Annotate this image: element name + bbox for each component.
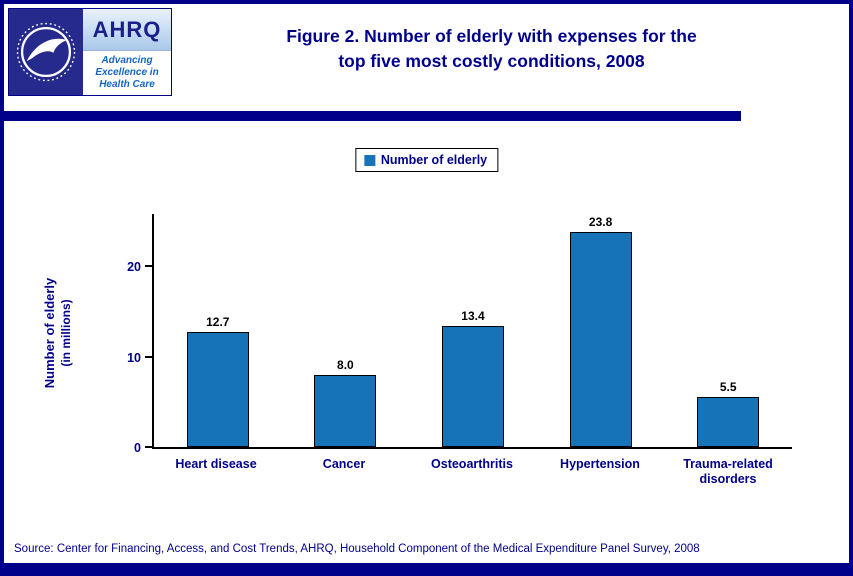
y-tick [145,265,152,268]
hhs-logo [9,9,83,95]
hhs-seal-icon [16,22,76,82]
bar-group: 12.7 [154,315,282,447]
figure-title: Figure 2. Number of elderly with expense… [174,24,809,74]
x-axis-labels: Heart disease Cancer Osteoarthritis Hyperte… [152,457,792,487]
figure-title-line1: Figure 2. Number of elderly with expense… [286,26,697,46]
ahrq-logo-banner: AHRQ [83,9,171,51]
ahrq-tagline-line2: Excellence in [95,67,159,78]
bar [441,325,504,447]
ahrq-logo-text: AHRQ [92,16,162,42]
ahrq-tagline-line3: Health Care [99,79,155,90]
x-axis-label: Cancer [322,457,366,471]
bar [569,231,632,447]
bar [186,332,249,447]
logo-block: AHRQ Advancing Excellence in Health Care [8,8,172,96]
y-tick-label: 10 [127,350,141,365]
legend: Number of elderly [354,148,499,172]
y-tick [145,355,152,358]
figure-title-line2: top five most costly conditions, 2008 [338,51,645,71]
x-axis-label: Trauma-related disorders [683,457,773,486]
bar-value-label: 13.4 [461,308,485,323]
bar-group: 23.8 [537,215,665,447]
y-tick-label: 20 [127,260,141,275]
ahrq-tagline-line1: Advancing [101,55,153,66]
bar [697,397,760,447]
bar-value-label: 5.5 [719,380,737,395]
x-axis-label: Osteoarthritis [431,457,513,471]
bar-group: 13.4 [409,309,537,447]
x-axis-label: Heart disease [175,457,257,471]
bar-group: 8.0 [282,358,410,447]
bar [314,374,377,447]
bars: 12.7 8.0 13.4 23.8 5.5 [154,214,792,447]
y-axis-title-line1: Number of elderly [42,277,57,389]
y-tick-label: 0 [134,441,141,455]
bottom-bar [4,563,849,572]
x-axis-label: Hypertension [560,457,640,471]
legend-swatch [363,154,375,166]
y-tick [145,446,152,448]
y-axis-title-line2: (in millions) [59,299,73,367]
y-axis-title: Number of elderly (in millions) [42,223,74,443]
bar-value-label: 8.0 [337,357,354,372]
header-rule [4,111,741,121]
legend-label: Number of elderly [380,153,488,167]
bar-value-label: 23.8 [588,214,613,229]
plot-area: 12.7 8.0 13.4 23.8 5.5 0 10 20 [127,214,792,455]
bar-value-label: 12.7 [206,315,230,330]
ahrq-tagline: Advancing Excellence in Health Care [83,51,171,95]
source-note: Source: Center for Financing, Access, an… [14,543,700,555]
ahrq-logo: AHRQ Advancing Excellence in Health Care [83,9,171,95]
bar-group: 5.5 [664,380,792,447]
